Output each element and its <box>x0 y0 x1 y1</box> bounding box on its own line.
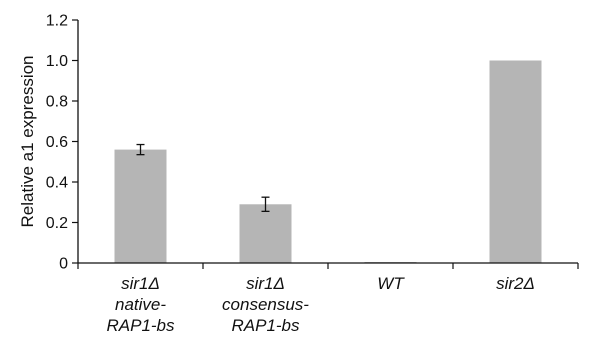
bar <box>114 149 167 263</box>
y-axis-ticks: 0 0.2 0.4 0.6 0.8 1.0 1.2 <box>46 13 78 273</box>
x-category-label: sir2Δ <box>496 274 535 293</box>
x-category-label: sir1Δ consensus-RAP1-bs <box>222 274 309 335</box>
axes <box>77 20 579 269</box>
y-axis-label: Relative a1 expression <box>18 56 37 228</box>
y-tick-label: 1.2 <box>46 13 68 30</box>
bar <box>489 60 542 263</box>
y-tick-label: 0.2 <box>46 215 68 232</box>
category-labels: sir1Δ native-RAP1-bs sir1Δ consensus-RAP1-b… <box>106 274 534 335</box>
y-axis-label-group: Relative a1 expression <box>18 56 37 228</box>
y-tick-label: 0 <box>59 256 68 273</box>
bars <box>114 60 542 263</box>
y-tick-label: 1.0 <box>46 53 68 70</box>
y-tick-label: 0.6 <box>46 134 68 151</box>
x-category-label: sir1Δ native-RAP1-bs <box>106 274 175 335</box>
bar <box>239 204 292 263</box>
x-category-label: WT <box>377 274 405 293</box>
y-tick-label: 0.4 <box>46 175 68 192</box>
y-tick-label: 0.8 <box>46 94 68 111</box>
error-bars <box>136 143 270 213</box>
